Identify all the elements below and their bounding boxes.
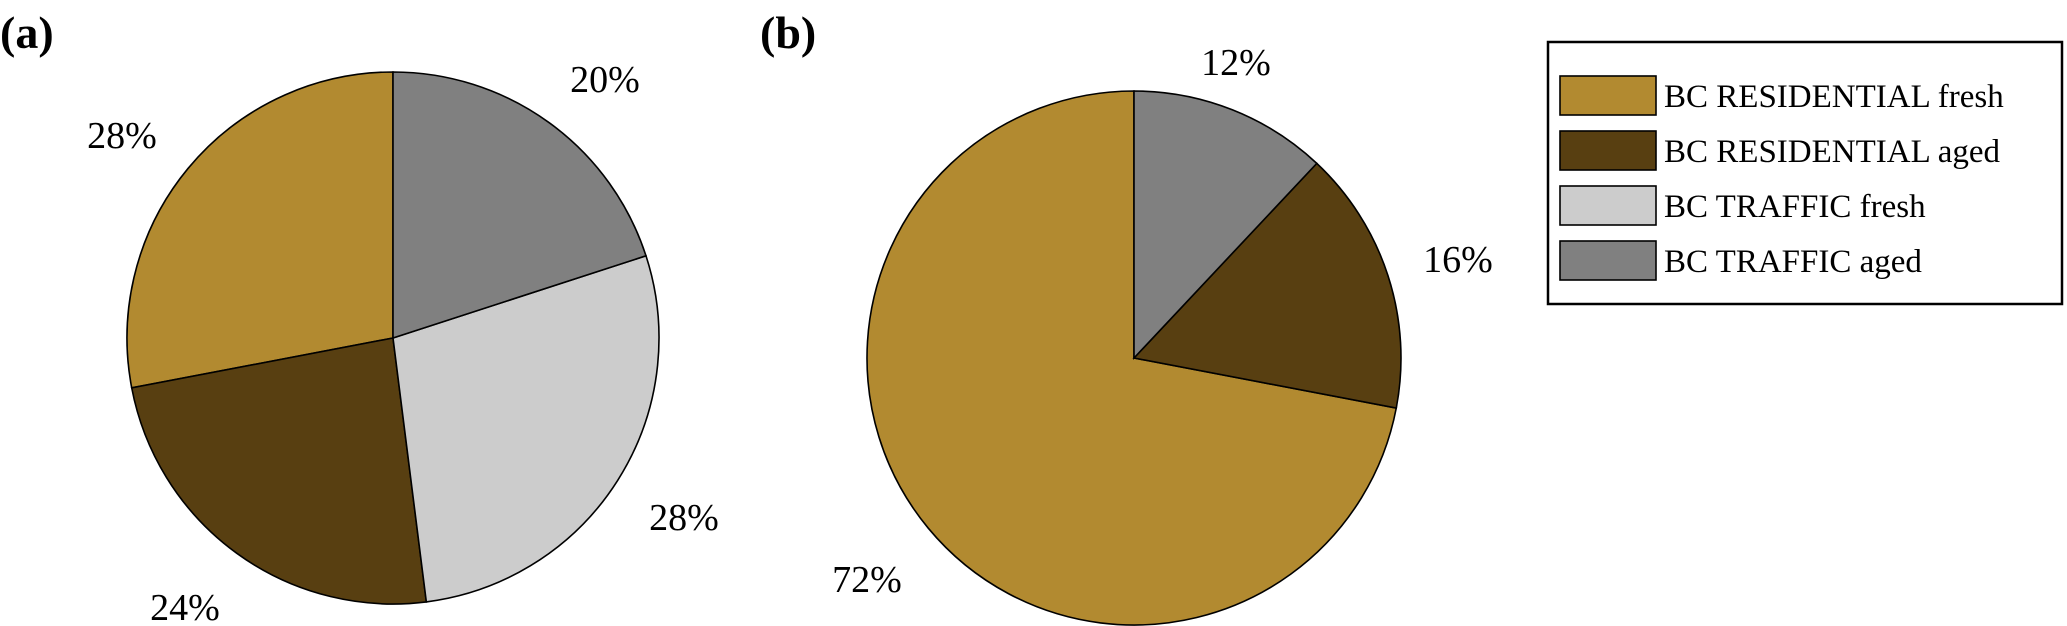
panel-label-b: (b) — [760, 7, 816, 58]
slice-label-bc-traffic-aged: 12% — [1201, 42, 1271, 84]
legend-swatch-bc-traffic-fresh — [1559, 185, 1657, 226]
pie-slice-bc-residential-fresh — [866, 90, 1398, 626]
slice-label-bc-residential-fresh: 28% — [87, 115, 157, 157]
legend-label-bc-residential-aged: BC RESIDENTIAL aged — [1664, 134, 2001, 170]
pie-chart-a: 28% 24% 28% 20% (a) — [0, 7, 719, 626]
legend-label-bc-traffic-aged: BC TRAFFIC aged — [1664, 244, 1922, 280]
pie-slice-bc-traffic-aged — [1133, 90, 1318, 361]
pie-slice-bc-residential-aged — [130, 337, 428, 605]
legend-swatch-bc-traffic-aged — [1559, 240, 1657, 281]
panel-label-a: (a) — [0, 7, 54, 58]
pie-slice-bc-residential-aged — [1132, 162, 1402, 409]
pie-slice-bc-traffic-fresh — [392, 254, 660, 603]
slice-label-bc-residential-aged: 16% — [1423, 239, 1493, 281]
legend-label-bc-traffic-fresh: BC TRAFFIC fresh — [1664, 189, 1926, 225]
slice-label-bc-residential-fresh: 72% — [832, 559, 902, 601]
pie-slice-bc-residential-fresh — [126, 71, 394, 389]
legend: BC RESIDENTIAL fresh BC RESIDENTIAL aged B… — [1546, 40, 2064, 306]
legend-swatch-bc-residential-fresh — [1559, 75, 1657, 116]
pie-slice-bc-traffic-aged — [392, 71, 647, 340]
slice-label-bc-traffic-fresh: 28% — [649, 497, 719, 539]
slice-label-bc-traffic-aged: 20% — [570, 59, 640, 101]
legend-swatch-bc-residential-aged — [1559, 130, 1657, 171]
legend-label-bc-residential-fresh: BC RESIDENTIAL fresh — [1664, 79, 2004, 115]
slice-label-bc-residential-aged: 24% — [150, 587, 220, 626]
pie-chart-b: 72% 16% 12% (b) — [760, 7, 1493, 626]
